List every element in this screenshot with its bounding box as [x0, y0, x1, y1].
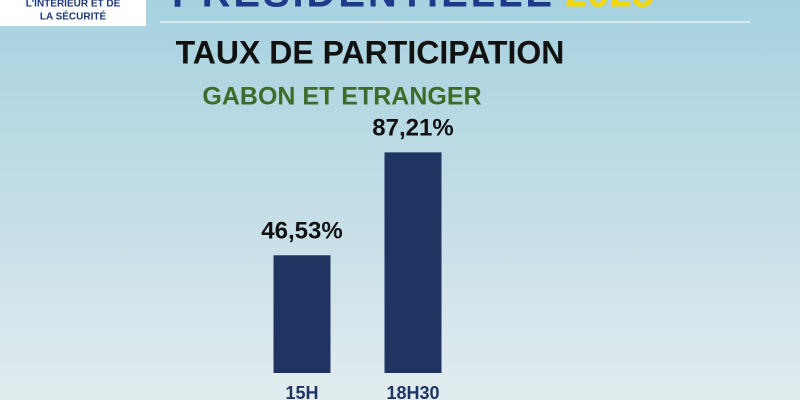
value-label: 87,21% — [372, 115, 453, 142]
logo-text: L'INTÉRIEUR ET DE — [26, 0, 121, 10]
x-tick-label: 15H — [285, 383, 318, 400]
bar — [384, 152, 442, 373]
value-label: 46,53% — [261, 218, 342, 245]
banner-text: PRÉSIDENTIELLE — [172, 0, 552, 16]
chart-title: TAUX DE PARTICIPATION — [176, 34, 565, 70]
x-tick-label: 18H30 — [386, 383, 439, 400]
chart-subtitle: GABON ET ETRANGER — [202, 83, 481, 111]
banner-year: 2025 — [565, 0, 654, 16]
logo-box — [0, 0, 146, 26]
bar — [273, 255, 331, 373]
logo-text: LA SÉCURITÉ — [40, 10, 107, 23]
